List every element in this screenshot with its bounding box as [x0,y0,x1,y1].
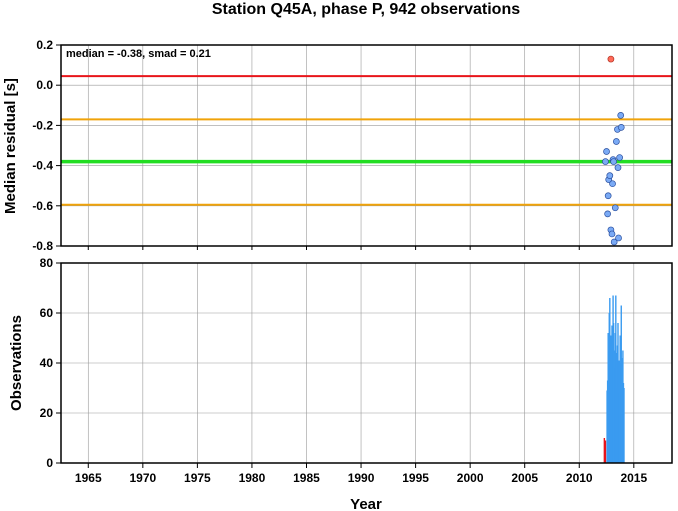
residual-point [610,238,618,246]
reference-lines [61,75,672,206]
x-tick-label: 1990 [348,471,375,485]
x-tick-label: 2005 [511,471,538,485]
residual-point [609,180,616,188]
observations-y-tick-label: 60 [40,306,54,320]
x-tick-label: 2015 [620,471,647,485]
residual-y-tick-label: 0.2 [36,38,53,52]
year-x-ticks: 1965 1970 1975 1980 1985 1990 1995 2000 2005 2010… [75,246,647,485]
x-tick-label: 1995 [402,471,429,485]
observations-grid [61,262,672,464]
residual-point [615,234,622,242]
x-tick-label: 1970 [129,471,156,485]
observations-y-tick-label: 40 [40,356,54,370]
x-tick-label: 2000 [457,471,484,485]
residual-grid [61,44,672,247]
residual-points [602,55,625,246]
residual-point [610,158,617,165]
residual-y-tick-label: 0.0 [36,78,53,92]
x-tick-label: 1965 [75,471,102,485]
residual-point [617,124,625,131]
x-tick-label: 2010 [566,471,593,485]
residual-point [614,164,622,171]
residual-y-label: Median residual [s] [2,78,19,214]
residual-y-tick-label: -0.4 [32,159,53,173]
year-x-label: Year [350,496,382,511]
residual-panel: 0.2 0.0 -0.2 -0.4 -0.6 -0.8 median = -0.38, s… [2,38,673,253]
observation-bar-early [604,440,607,463]
x-tick-label: 1985 [293,471,320,485]
observations-y-label: Observations [8,315,25,411]
x-tick-label: 1980 [239,471,266,485]
residual-point [616,154,623,161]
residual-point [602,158,609,165]
x-tick-label: 1975 [184,471,211,485]
residual-point [613,138,620,145]
observation-bar [623,388,625,463]
residual-y-ticks: 0.2 0.0 -0.2 -0.4 -0.6 -0.8 [32,38,61,253]
observation-bars [603,295,625,463]
residual-point [604,192,612,200]
residual-y-tick-label: -0.6 [32,199,53,213]
outlier-point [607,55,615,63]
observations-panel: 0 20 40 60 80 1965 1970 1975 1980 1985 1990 1995 20… [8,246,673,511]
observations-y-tick-label: 20 [40,406,54,420]
residual-frame [60,44,673,247]
observations-y-ticks: 0 20 40 60 80 [40,256,61,470]
residual-y-tick-label: -0.2 [32,118,53,132]
residual-point [603,148,610,155]
residual-point [604,210,611,218]
stats-annotation: median = -0.38, smad = 0.21 [66,48,211,60]
residual-point [611,204,619,212]
residual-point [617,111,625,119]
residual-y-tick-label: -0.8 [32,239,53,253]
residual-point [606,172,614,179]
residual-point [608,230,616,238]
observations-y-tick-label: 0 [46,456,53,470]
chart-title: Station Q45A, phase P, 942 observations [212,1,520,18]
observation-bar-early [603,438,606,463]
observations-y-tick-label: 80 [40,256,54,270]
